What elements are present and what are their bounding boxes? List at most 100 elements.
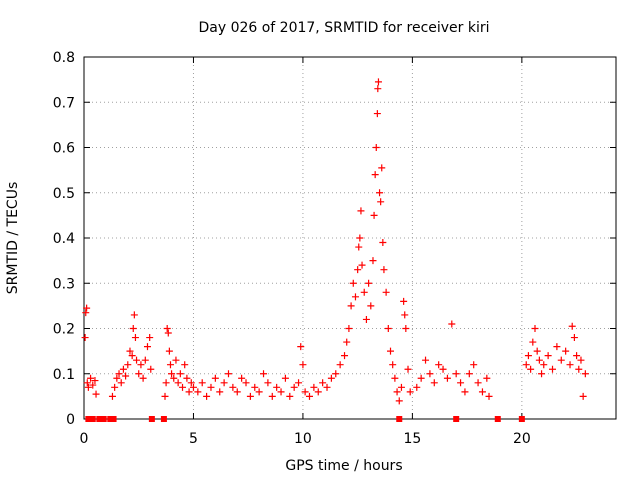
data-point <box>579 392 587 400</box>
data-point <box>439 365 447 373</box>
data-point <box>485 392 493 400</box>
x-tick-label: 20 <box>513 431 531 447</box>
data-point <box>147 365 155 373</box>
data-point <box>290 383 298 391</box>
data-point <box>377 198 385 206</box>
x-tick-label: 5 <box>189 431 198 447</box>
data-point <box>220 379 228 387</box>
data-point <box>281 374 289 382</box>
data-point <box>161 392 169 400</box>
data-point <box>305 392 313 400</box>
data-point <box>216 388 224 396</box>
data-point <box>129 325 137 332</box>
x-tick-label: 10 <box>294 431 312 447</box>
data-point <box>406 388 414 396</box>
data-point <box>347 302 355 310</box>
data-point <box>91 377 99 385</box>
data-point <box>181 361 189 369</box>
data-point <box>172 356 180 364</box>
data-point <box>162 379 170 387</box>
data-point <box>470 361 478 369</box>
data-point <box>581 370 589 378</box>
y-tick-label: 0.6 <box>53 141 75 157</box>
data-point <box>108 392 116 400</box>
data-point <box>139 374 147 382</box>
data-point <box>163 325 171 332</box>
data-point <box>187 379 195 387</box>
data-point <box>246 392 254 400</box>
data-point <box>395 397 403 405</box>
data-point <box>164 329 172 337</box>
data-point <box>255 388 263 396</box>
data-point <box>360 288 368 296</box>
data-point <box>535 356 543 364</box>
data-point <box>430 379 438 387</box>
x-axis-label: GPS time / hours <box>285 458 402 474</box>
data-point <box>452 370 460 378</box>
data-point <box>113 374 121 382</box>
data-point <box>356 234 364 242</box>
data-point <box>119 365 127 373</box>
data-point <box>319 379 327 387</box>
data-point <box>357 207 365 215</box>
zero-point <box>89 416 96 422</box>
data-point <box>538 370 546 378</box>
data-point <box>573 352 581 360</box>
data-point <box>401 311 409 319</box>
zero-point <box>96 416 103 422</box>
data-point <box>286 392 294 400</box>
data-point <box>465 370 473 378</box>
data-point <box>224 370 232 378</box>
data-point <box>273 383 281 391</box>
data-point <box>529 338 537 346</box>
data-point <box>81 334 89 342</box>
data-point <box>111 383 119 391</box>
data-point <box>384 325 392 332</box>
data-point <box>371 171 379 179</box>
data-point <box>92 390 100 398</box>
zero-point <box>107 416 114 422</box>
y-tick-label: 0.2 <box>53 322 75 338</box>
zero-point <box>494 416 501 422</box>
data-point <box>229 383 237 391</box>
data-point <box>358 261 366 269</box>
data-point <box>373 110 381 118</box>
data-point <box>133 356 141 364</box>
data-point <box>376 189 384 197</box>
data-point <box>198 379 206 387</box>
data-point <box>577 356 585 364</box>
y-tick-label: 0.4 <box>53 231 75 247</box>
data-point <box>341 352 349 360</box>
data-point <box>115 370 123 378</box>
data-point <box>130 311 138 319</box>
data-point <box>124 361 132 369</box>
data-point <box>354 266 362 274</box>
data-point <box>301 388 309 396</box>
data-point <box>135 370 143 378</box>
data-point <box>233 388 241 396</box>
zero-point <box>148 416 155 422</box>
data-point <box>379 239 387 247</box>
data-point <box>474 379 482 387</box>
data-point <box>128 352 136 360</box>
data-point <box>183 374 191 382</box>
data-point <box>327 374 335 382</box>
data-point <box>336 361 344 369</box>
data-point <box>179 383 187 391</box>
data-point <box>137 361 145 369</box>
data-point <box>393 388 401 396</box>
data-point <box>374 78 382 86</box>
y-tick-label: 0.7 <box>53 95 75 111</box>
data-point <box>203 392 211 400</box>
data-point <box>372 144 380 151</box>
zero-point <box>453 416 460 422</box>
data-point <box>189 383 197 391</box>
data-point <box>295 379 303 387</box>
data-point <box>443 374 451 382</box>
data-point <box>397 383 405 391</box>
data-point <box>380 266 388 274</box>
data-point <box>413 383 421 391</box>
zero-point <box>85 416 92 422</box>
data-point <box>524 352 532 360</box>
